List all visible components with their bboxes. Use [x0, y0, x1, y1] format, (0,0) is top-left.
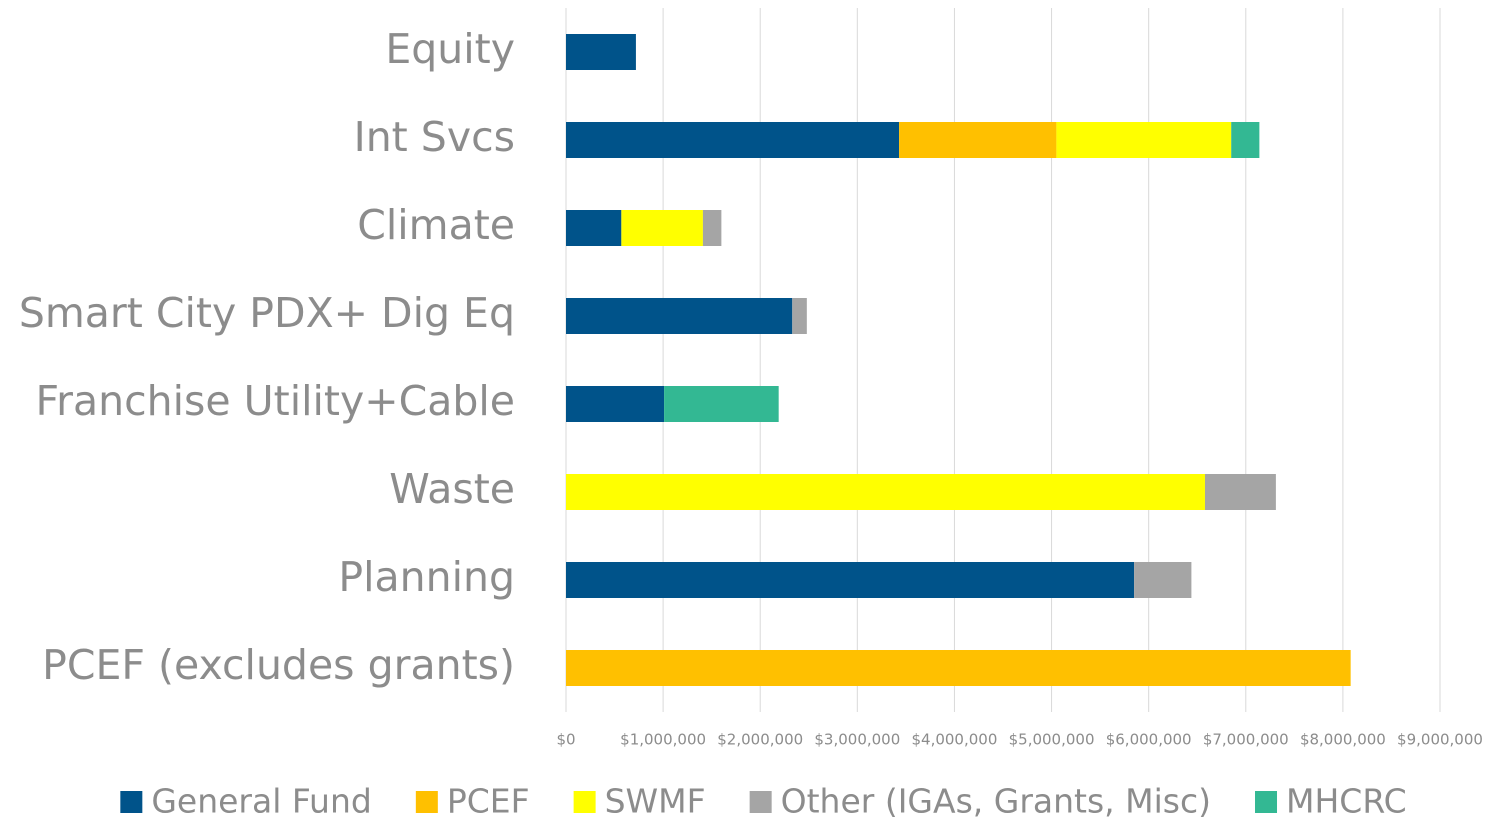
category-label: PCEF (excludes grants) — [42, 641, 515, 689]
bar-segment — [566, 562, 1135, 598]
legend-swatch — [120, 791, 143, 813]
legend-label: Other (IGAs, Grants, Misc) — [781, 782, 1211, 821]
x-tick-label: $2,000,000 — [717, 731, 803, 749]
x-tick-label: $6,000,000 — [1106, 731, 1192, 749]
bar-segment — [566, 210, 622, 246]
bar-segment — [792, 298, 807, 334]
x-tick-label: $7,000,000 — [1203, 731, 1289, 749]
bar-segment — [566, 34, 636, 70]
bar-segment — [1231, 122, 1260, 158]
x-tick-label: $8,000,000 — [1300, 731, 1386, 749]
bar-segment — [1056, 122, 1232, 158]
legend-swatch — [573, 791, 596, 813]
bar-segment — [1134, 562, 1192, 598]
category-label: Waste — [389, 465, 515, 513]
bar-segment — [702, 210, 722, 246]
bar-segment — [566, 650, 1351, 686]
bar-segment — [899, 122, 1057, 158]
bar-segment — [566, 474, 1205, 510]
legend-label: PCEF — [447, 782, 530, 821]
category-label: Smart City PDX+ Dig Eq — [19, 289, 515, 337]
legend-swatch — [415, 791, 438, 813]
category-label: Climate — [357, 201, 515, 249]
bar-segment — [566, 298, 793, 334]
legend-label: MHCRC — [1286, 782, 1407, 821]
legend-label: SWMF — [605, 782, 706, 821]
x-tick-label: $4,000,000 — [911, 731, 997, 749]
x-tick-label: $5,000,000 — [1009, 731, 1095, 749]
x-tick-label: $3,000,000 — [814, 731, 900, 749]
legend-swatch — [1255, 791, 1278, 813]
x-tick-label: $0 — [556, 731, 575, 749]
legend-swatch — [749, 791, 772, 813]
bar-segment — [664, 386, 779, 422]
category-label: Planning — [338, 553, 515, 601]
category-label: Int Svcs — [354, 113, 515, 161]
x-tick-label: $9,000,000 — [1397, 731, 1483, 749]
bar-segment — [566, 386, 665, 422]
x-tick-label: $1,000,000 — [620, 731, 706, 749]
legend-label: General Fund — [151, 782, 372, 821]
category-label: Equity — [385, 25, 515, 73]
bar-segment — [566, 122, 900, 158]
bar-segment — [621, 210, 703, 246]
category-label: Franchise Utility+Cable — [36, 377, 515, 425]
bar-segment — [1204, 474, 1276, 510]
